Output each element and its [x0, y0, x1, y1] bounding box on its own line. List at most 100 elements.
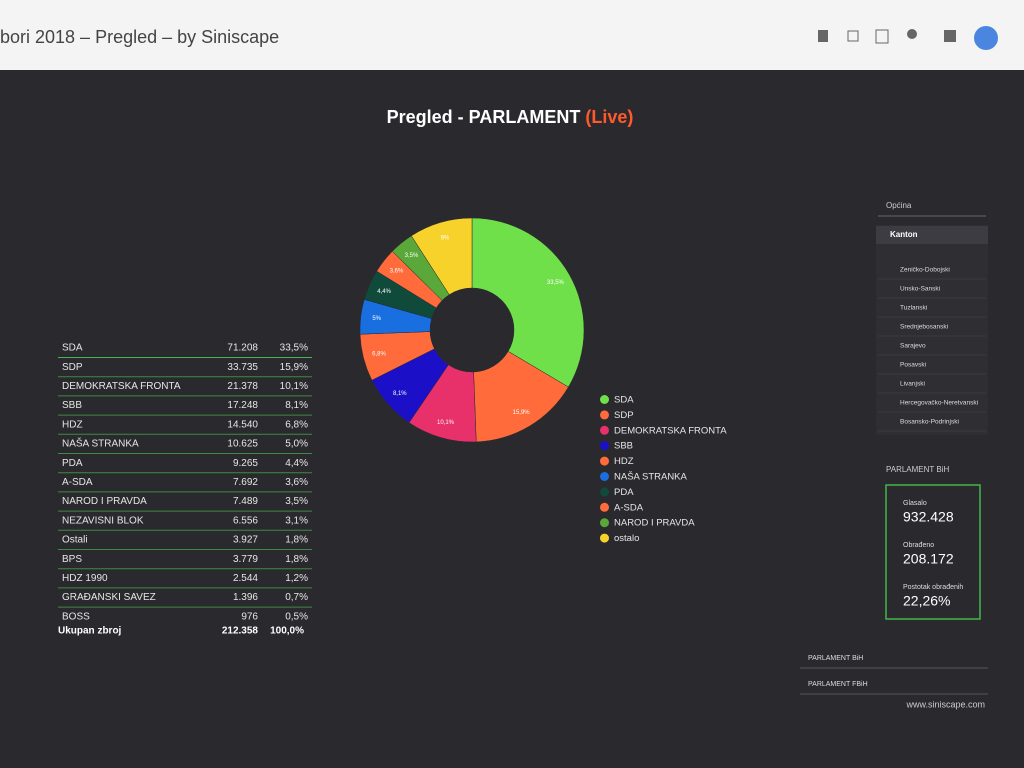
party-name: A-SDA [62, 477, 93, 488]
filter-panel [876, 225, 988, 435]
filter-option[interactable]: Livanjski [900, 381, 925, 388]
party-votes: 71.208 [227, 343, 258, 354]
party-votes: 1.396 [233, 592, 258, 603]
slice-label: 8,1% [393, 391, 407, 397]
donut-slice[interactable] [411, 217, 473, 296]
filter-option[interactable]: Posavski [900, 362, 926, 369]
slice-label: 3,6% [390, 268, 404, 274]
party-percent: 0,7% [285, 592, 308, 603]
total-cell: 100,0% [270, 626, 304, 637]
legend-label[interactable]: NAROD I PRAVDA [614, 518, 695, 529]
party-votes: 976 [241, 611, 258, 622]
party-votes: 33.735 [227, 362, 258, 373]
legend-swatch [600, 472, 609, 481]
legend-label[interactable]: A-SDA [614, 502, 644, 513]
legend-label[interactable]: DEMOKRATSKA FRONTA [614, 425, 727, 436]
party-percent: 5,0% [285, 439, 308, 450]
party-name: SDP [62, 362, 83, 373]
filter-option[interactable]: Bosansko-Podrinjski [900, 419, 959, 426]
slice-label: 3,5% [405, 253, 419, 259]
party-percent: 6,8% [285, 419, 308, 430]
summary-value: 22,26% [903, 593, 950, 609]
legend-label[interactable]: SBB [614, 441, 633, 452]
legend-label[interactable]: SDP [614, 410, 634, 421]
summary-title: PARLAMENT BiH [886, 465, 949, 474]
legend-label[interactable]: PDA [614, 487, 634, 498]
party-percent: 3,1% [285, 515, 308, 526]
legend-label[interactable]: ostalo [614, 533, 639, 544]
legend-swatch [600, 425, 609, 435]
legend-label[interactable]: NAŠA STRANKA [614, 472, 688, 483]
party-name: NAŠA STRANKA [62, 437, 139, 450]
filter-label[interactable]: Općina [886, 201, 912, 210]
party-percent: 10,1% [280, 381, 308, 392]
party-percent: 1,8% [285, 535, 308, 546]
download-icon[interactable] [818, 30, 828, 42]
party-percent: 1,2% [285, 573, 308, 584]
dashboard-title: Pregled - PARLAMENT (Live) [387, 107, 634, 127]
donut-slice[interactable] [471, 217, 585, 388]
party-name: SBB [62, 400, 82, 411]
legend-swatch [600, 502, 609, 512]
total-cell: 212.358 [222, 626, 259, 637]
party-votes: 7.692 [233, 477, 258, 488]
legend-label[interactable]: HDZ [614, 456, 634, 467]
summary-box [885, 484, 981, 620]
legend-swatch [600, 395, 609, 404]
slice-label: 5% [372, 316, 381, 322]
filter-option[interactable]: Tuzlanski [900, 305, 927, 312]
party-percent: 3,6% [285, 477, 308, 488]
party-name: DEMOKRATSKA FRONTA [62, 381, 181, 392]
filter-option[interactable]: Unsko-Sanski [900, 286, 940, 293]
party-percent: 8,1% [285, 400, 308, 411]
total-cell: Ukupan zbroj [58, 626, 122, 637]
summary-label: Glasalo [903, 500, 927, 507]
party-percent: 15,9% [280, 362, 308, 373]
party-votes: 3.779 [233, 554, 258, 565]
fullscreen-icon[interactable] [847, 30, 859, 42]
selected-option-bg [876, 226, 988, 244]
app-title: bori 2018 – Pregled – by Siniscape [0, 27, 279, 47]
select-label[interactable]: PARLAMENT BiH [808, 655, 863, 662]
slice-label: 15,9% [513, 410, 531, 416]
avatar[interactable] [974, 26, 998, 50]
party-percent: 4,4% [285, 458, 308, 469]
party-name: SDA [62, 343, 83, 354]
party-votes: 9.265 [233, 458, 258, 469]
party-name: HDZ 1990 [62, 573, 108, 584]
party-name: PDA [62, 458, 83, 469]
party-votes: 14.540 [227, 419, 258, 430]
party-name: BPS [62, 554, 82, 565]
slice-label: 4,4% [377, 289, 391, 295]
select-label[interactable]: PARLAMENT FBiH [808, 681, 868, 688]
filter-option[interactable]: Hercegovačko-Neretvanski [900, 400, 978, 407]
slice-label: 33,5% [547, 280, 565, 286]
party-votes: 21.378 [227, 381, 258, 392]
party-votes: 6.556 [233, 515, 258, 526]
party-name: HDZ [62, 419, 83, 430]
filter-option[interactable]: Zeničko-Dobojski [900, 267, 950, 274]
legend-label[interactable]: SDA [614, 395, 634, 406]
party-name: NEZAVISNI BLOK [62, 515, 144, 526]
copy-icon[interactable] [875, 29, 889, 44]
filter-option[interactable]: Sarajevo [900, 343, 926, 350]
title-text: Pregled - PARLAMENT [387, 107, 581, 127]
donut-slice[interactable] [473, 351, 569, 443]
party-votes: 2.544 [233, 573, 258, 584]
apps-icon[interactable] [944, 30, 956, 42]
legend-swatch [600, 456, 609, 466]
header-icons [818, 26, 998, 50]
footer-link[interactable]: www.siniscape.com [905, 699, 985, 709]
selected-option[interactable]: Kanton [890, 230, 918, 239]
share-icon[interactable] [907, 29, 917, 39]
header-bar [0, 0, 1024, 70]
summary-label: Postotak obrađenih [903, 584, 963, 591]
party-name: NAROD I PRAVDA [62, 496, 147, 507]
party-percent: 3,5% [285, 496, 308, 507]
legend-swatch [600, 533, 609, 543]
filter-option[interactable]: Srednjebosanski [900, 324, 948, 331]
legend-swatch [600, 410, 609, 420]
legend-swatch [600, 487, 609, 497]
